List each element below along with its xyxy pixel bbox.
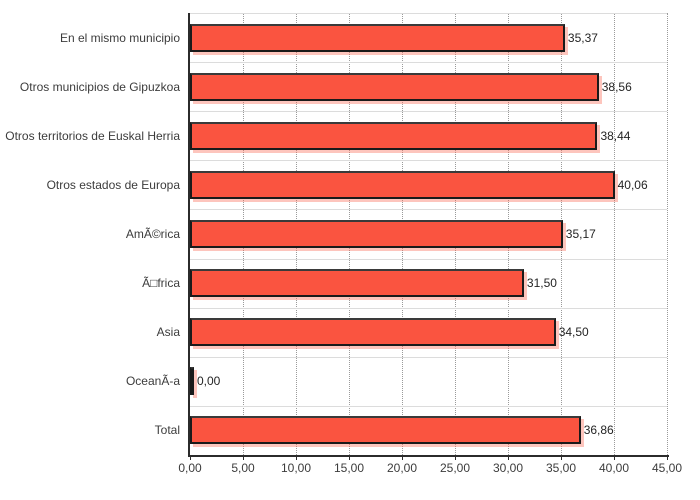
value-label: 38,44	[600, 128, 631, 143]
horizontal-gridline	[190, 111, 667, 113]
vertical-gridline	[667, 13, 668, 455]
value-label: 38,56	[601, 79, 632, 94]
x-tick-mark	[507, 457, 509, 460]
x-tick-label: 45,00	[651, 461, 683, 475]
horizontal-gridline	[190, 356, 667, 358]
x-tick-mark	[614, 457, 615, 460]
horizontal-gridline	[190, 258, 667, 260]
bar	[190, 170, 615, 199]
x-axis-ticks: 0,00 5,00 10,00 15,00 20,00 25,00 30,00 35,00 40…	[178, 457, 682, 477]
horizontal-gridline	[190, 209, 667, 211]
y-axis-line	[188, 13, 190, 457]
category-label: Ã□frica	[142, 276, 180, 291]
x-tick-mark	[296, 457, 297, 460]
horizontal-gridline	[190, 307, 667, 309]
horizontal-gridline	[190, 62, 667, 64]
vertical-gridline	[614, 13, 615, 455]
x-tick-label: 0,00	[178, 461, 202, 475]
bar	[190, 269, 524, 298]
chart-row: 31,50	[190, 259, 667, 308]
x-tick-label: 20,00	[386, 461, 418, 475]
horizontal-gridline	[190, 13, 667, 14]
bar	[190, 72, 599, 101]
chart-row: 34,50	[190, 308, 667, 357]
bar	[190, 416, 581, 445]
chart-row: 38,44	[190, 111, 667, 160]
bar	[190, 219, 563, 248]
chart-row: 35,17	[190, 209, 667, 258]
bar	[190, 121, 598, 150]
value-label: 35,17	[565, 226, 596, 241]
x-tick-label: 30,00	[492, 461, 523, 475]
bar	[190, 367, 194, 396]
bar	[190, 23, 565, 52]
x-tick-label: 10,00	[280, 461, 312, 475]
category-label: Otros municipios de Gipuzkoa	[19, 79, 180, 94]
x-tick-mark	[402, 457, 403, 460]
chart-row: 35,37	[190, 13, 667, 62]
horizontal-gridline	[190, 160, 667, 162]
horizontal-gridline	[190, 405, 667, 407]
category-label: En el mismo municipio	[59, 30, 180, 45]
category-label: Otros territorios de Euskal Herria	[5, 128, 180, 143]
x-axis-line	[188, 455, 669, 457]
x-tick-mark	[190, 457, 191, 460]
category-label: Total	[154, 423, 180, 438]
x-tick-label: 15,00	[333, 461, 364, 475]
x-tick-mark	[561, 457, 562, 460]
value-label: 40,06	[617, 177, 648, 192]
x-tick-mark	[667, 457, 668, 460]
x-tick-label: 35,00	[545, 461, 577, 475]
x-tick-label: 40,00	[598, 461, 630, 475]
category-axis: En el mismo municipio Otros municipios d…	[0, 13, 184, 455]
x-tick-mark	[243, 457, 244, 460]
value-label: 36,86	[583, 423, 614, 438]
x-tick-label: 5,00	[231, 461, 255, 475]
value-label: 31,50	[526, 276, 557, 291]
chart-row: 40,06	[190, 160, 667, 209]
value-label: 35,37	[567, 30, 598, 45]
bar	[190, 318, 556, 347]
chart-row: 0,00	[190, 357, 667, 406]
bar-rows: 35,37 38,56 38,44 40,06 35,17 31,50	[190, 13, 667, 455]
category-label: Otros estados de Europa	[46, 177, 180, 192]
chart-row: 38,56	[190, 62, 667, 111]
x-tick-mark	[455, 457, 456, 460]
category-label: OceanÃ-a	[125, 374, 180, 389]
x-tick-mark	[348, 457, 350, 460]
category-label: AmÃ©rica	[125, 226, 180, 241]
x-tick-label: 25,00	[439, 461, 471, 475]
category-label: Asia	[156, 325, 180, 340]
value-label: 34,50	[558, 325, 589, 340]
plot-area: 35,37 38,56 38,44 40,06 35,17 31,50	[190, 13, 668, 455]
chart-row: 36,86	[190, 406, 667, 455]
value-label: 0,00	[197, 374, 221, 389]
